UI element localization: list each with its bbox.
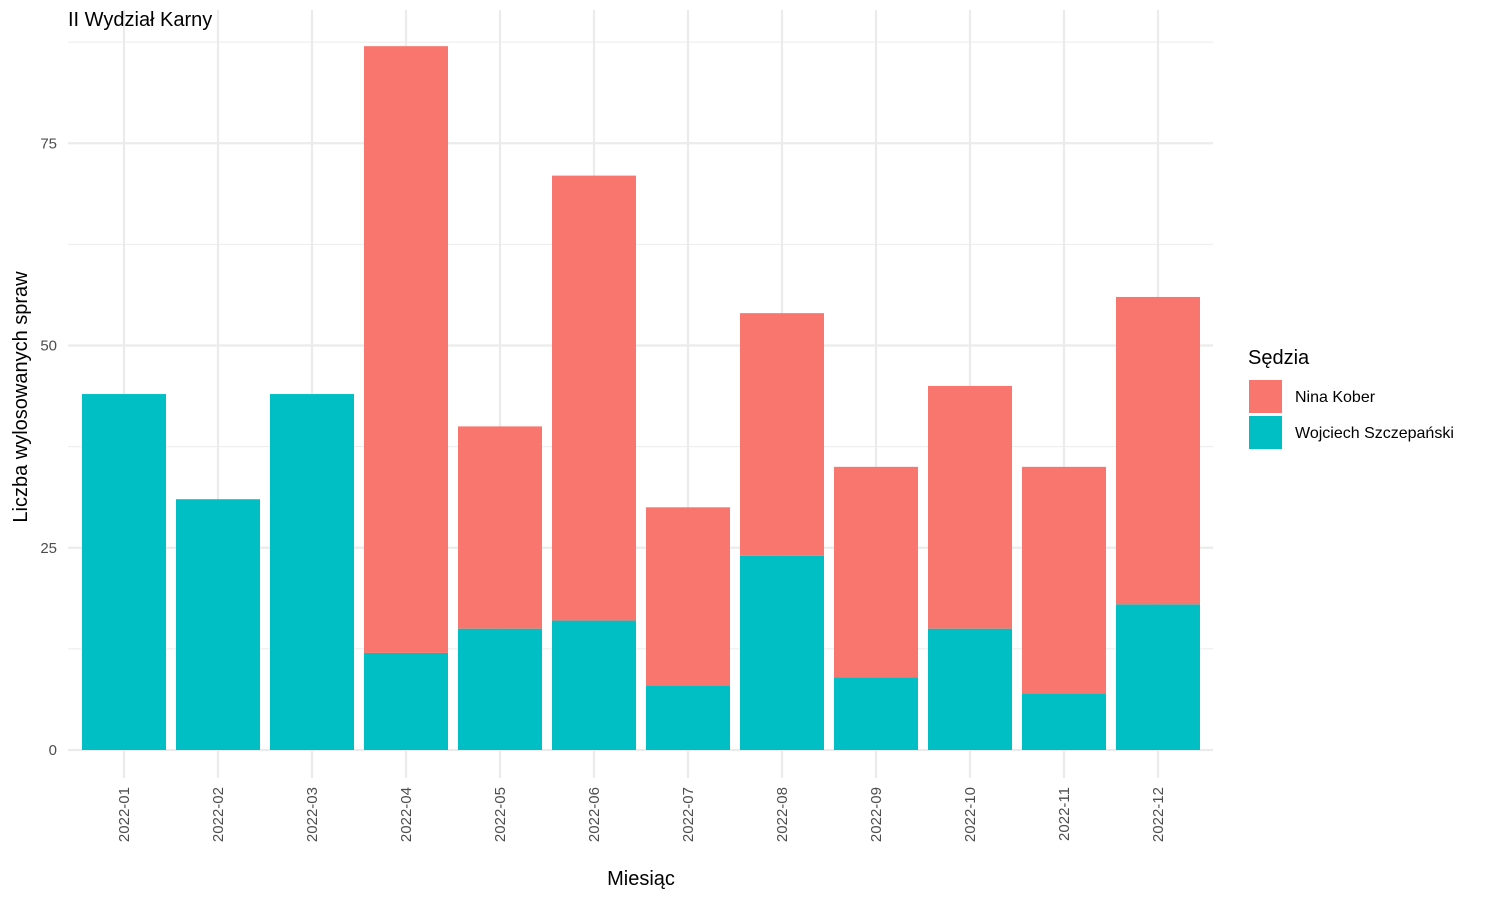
chart-title: II Wydział Karny — [68, 9, 212, 31]
legend-label: Wojciech Szczepański — [1295, 425, 1454, 442]
bar-segment — [740, 555, 824, 750]
bar-segment — [646, 685, 730, 750]
bar-segment — [552, 175, 636, 621]
bar-segment — [834, 466, 918, 678]
y-tick-label: 25 — [40, 540, 57, 557]
bar-segment — [1022, 466, 1106, 694]
bar-segment — [458, 426, 542, 629]
y-tick-label: 50 — [40, 338, 57, 355]
bar-segment — [1022, 693, 1106, 750]
bar-segment — [364, 46, 448, 653]
x-tick-label: 2022-01 — [116, 787, 133, 842]
bar-segment — [1116, 604, 1200, 750]
y-tick-label: 75 — [40, 135, 57, 152]
x-tick-label: 2022-03 — [304, 787, 321, 842]
x-tick-label: 2022-06 — [586, 787, 603, 842]
bar-segment — [646, 507, 730, 686]
x-tick-label: 2022-09 — [868, 787, 885, 842]
bar-segment — [928, 628, 1012, 750]
x-axis-ticks: 2022-01 2022-02 2022-03 2022-04 2022-05 2022-… — [116, 787, 1167, 842]
bar-segment — [1116, 296, 1200, 605]
x-tick-label: 2022-11 — [1056, 787, 1073, 841]
bar-segment — [364, 652, 448, 750]
x-tick-label: 2022-05 — [492, 787, 509, 842]
x-tick-label: 2022-10 — [962, 787, 979, 842]
bar-segment — [82, 394, 166, 750]
y-axis-ticks: 0 25 50 75 — [40, 135, 57, 759]
bar-segment — [740, 313, 824, 556]
bar-segment — [176, 499, 260, 750]
bar-segment — [834, 677, 918, 750]
x-tick-label: 2022-08 — [774, 787, 791, 842]
legend-items: Nina Kober Wojciech Szczepański — [1249, 380, 1454, 449]
bar-segment — [552, 620, 636, 750]
legend-swatch — [1249, 380, 1282, 413]
x-tick-label: 2022-02 — [210, 787, 227, 842]
x-tick-label: 2022-12 — [1150, 787, 1167, 842]
legend-label: Nina Kober — [1295, 389, 1376, 406]
bar-segment — [458, 628, 542, 750]
x-tick-label: 2022-04 — [398, 787, 415, 842]
legend-title: Sędzia — [1248, 347, 1310, 369]
y-tick-label: 0 — [49, 742, 57, 759]
bar-segment — [928, 385, 1012, 629]
legend-item: Wojciech Szczepański — [1249, 416, 1454, 449]
x-axis-title: Miesiąc — [607, 868, 675, 890]
legend-swatch — [1249, 416, 1282, 449]
bar-segment — [270, 394, 354, 750]
y-axis-title: Liczba wylosowanych spraw — [10, 271, 32, 523]
bars — [82, 46, 1200, 750]
legend: Sędzia Nina Kober Wojciech Szczepański — [1248, 347, 1454, 449]
legend-item: Nina Kober — [1249, 380, 1376, 413]
x-tick-label: 2022-07 — [680, 787, 697, 842]
